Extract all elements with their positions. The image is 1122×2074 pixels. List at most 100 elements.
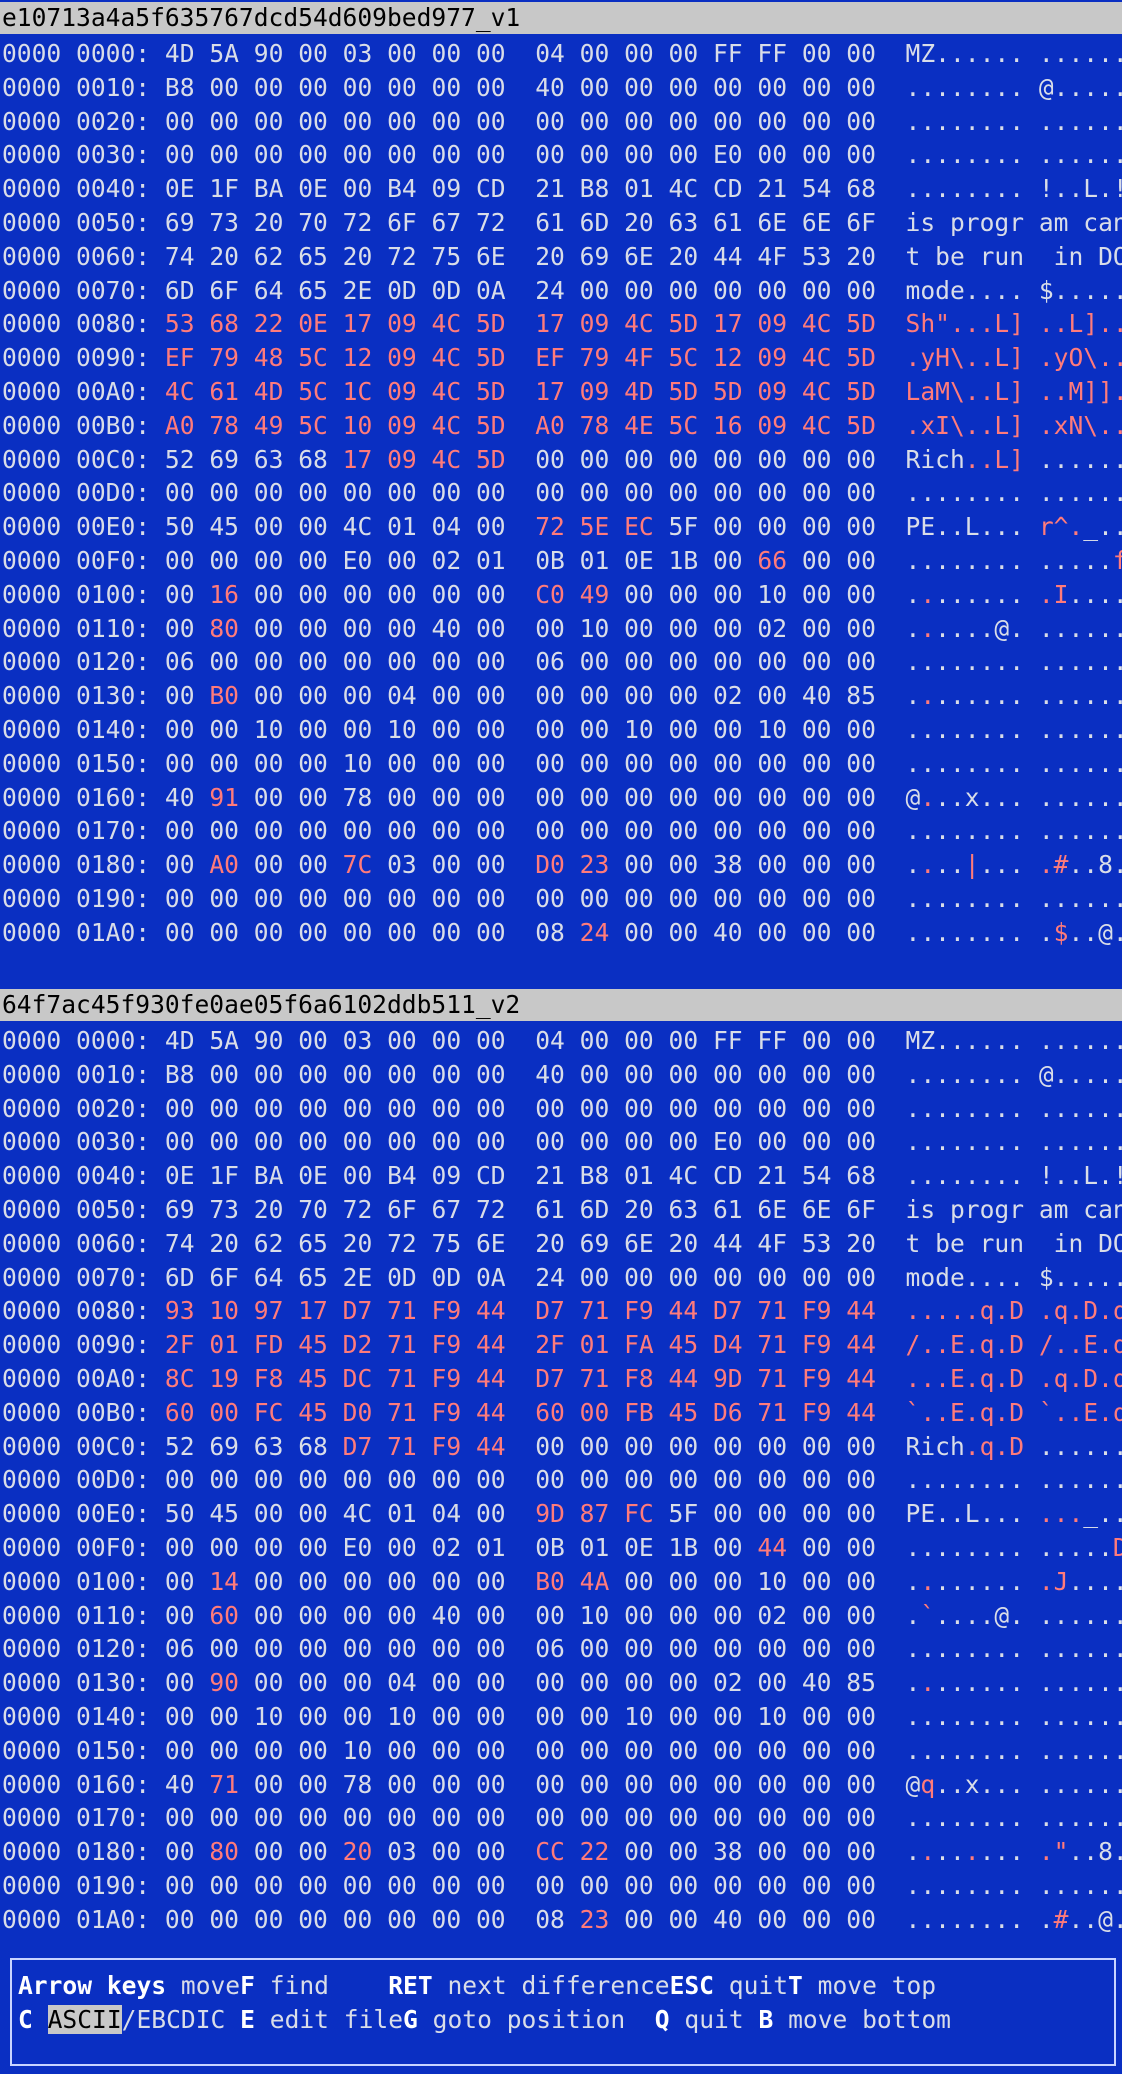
hex-byte: 0E: [298, 1161, 328, 1191]
hex-row[interactable]: 0000 0150: 00 00 00 00 10 00 00 00 00 00…: [2, 747, 1122, 781]
hex-row[interactable]: 0000 00E0: 50 45 00 00 4C 01 04 00 9D 87…: [2, 1497, 1122, 1531]
hex-byte: 00: [253, 546, 284, 575]
hex-byte: 24: [535, 275, 565, 305]
hex-byte: 00: [846, 1871, 876, 1900]
hex-row[interactable]: 0000 00D0: 00 00 00 00 00 00 00 00 00 00…: [2, 1463, 1122, 1497]
hex-row[interactable]: 0000 0090: 2F 01 FD 45 D2 71 F9 44 2F 01…: [2, 1328, 1122, 1362]
hex-byte: 00: [475, 1026, 506, 1055]
hex-row[interactable]: 0000 0160: 40 71 00 00 78 00 00 00 00 00…: [2, 1768, 1122, 1802]
hex-row[interactable]: 0000 0030: 00 00 00 00 00 00 00 00 00 00…: [2, 138, 1122, 172]
hex-row[interactable]: 0000 0180: 00 A0 00 00 7C 03 00 00 D0 23…: [2, 848, 1122, 882]
hex-row[interactable]: 0000 0010: B8 00 00 00 00 00 00 00 40 00…: [2, 71, 1122, 105]
hex-byte: 00: [668, 1837, 699, 1867]
hex-row[interactable]: 0000 0110: 00 80 00 00 00 00 40 00 00 10…: [2, 612, 1122, 646]
hex-row[interactable]: 0000 01A0: 00 00 00 00 00 00 00 00 08 23…: [2, 1903, 1122, 1937]
hex-row[interactable]: 0000 0060: 74 20 62 65 20 72 75 6E 20 69…: [2, 240, 1122, 274]
ascii-char: .: [905, 850, 921, 880]
hex-byte: 23: [579, 1904, 610, 1934]
hex-row[interactable]: 0000 0050: 69 73 20 70 72 6F 67 72 61 6D…: [2, 1193, 1122, 1227]
ascii-char: n: [1112, 1195, 1122, 1224]
hex-byte: 00: [579, 1397, 610, 1427]
hex-row[interactable]: 0000 0190: 00 00 00 00 00 00 00 00 00 00…: [2, 882, 1122, 916]
hex-row[interactable]: 0000 0060: 74 20 62 65 20 72 75 6E 20 69…: [2, 1227, 1122, 1261]
hex-row[interactable]: 0000 0080: 53 68 22 0E 17 09 4C 5D 17 09…: [2, 307, 1122, 341]
hex-byte: 00: [801, 917, 832, 947]
hex-byte: 01: [624, 174, 654, 204]
help-desc: edit file: [269, 2005, 404, 2034]
ascii-char: L: [1068, 309, 1084, 339]
hex-byte: 00: [298, 681, 328, 711]
hex-row[interactable]: 0000 0000: 4D 5A 90 00 03 00 00 00 04 00…: [2, 1024, 1122, 1058]
hex-byte: 00: [801, 1093, 832, 1123]
hex-row[interactable]: 0000 0000: 4D 5A 90 00 03 00 00 00 04 00…: [2, 37, 1122, 71]
hex-row[interactable]: 0000 0160: 40 91 00 00 78 00 00 00 00 00…: [2, 781, 1122, 815]
hex-byte: 00: [846, 850, 876, 880]
hex-byte: 20: [624, 208, 654, 237]
hex-row[interactable]: 0000 00B0: A0 78 49 5C 10 09 4C 5D A0 78…: [2, 409, 1122, 443]
hex-row[interactable]: 0000 0100: 00 14 00 00 00 00 00 00 B0 4A…: [2, 1565, 1122, 1599]
ascii-char: .: [1009, 1634, 1025, 1664]
hex-row[interactable]: 0000 00A0: 4C 61 4D 5C 1C 09 4C 5D 17 09…: [2, 375, 1122, 409]
ascii-char: .: [949, 1904, 965, 1934]
hex-row[interactable]: 0000 0120: 06 00 00 00 00 00 00 00 06 00…: [2, 1632, 1122, 1666]
hex-row[interactable]: 0000 0180: 00 80 00 00 20 03 00 00 CC 22…: [2, 1835, 1122, 1869]
hex-row[interactable]: 0000 0080: 93 10 97 17 D7 71 F9 44 D7 71…: [2, 1294, 1122, 1328]
hex-byte: 75: [431, 1228, 462, 1258]
hex-row[interactable]: 0000 00F0: 00 00 00 00 E0 00 02 01 0B 01…: [2, 544, 1122, 578]
hex-byte: 00: [475, 1093, 506, 1123]
ascii-char: .: [979, 613, 995, 643]
hex-row[interactable]: 0000 0170: 00 00 00 00 00 00 00 00 00 00…: [2, 1801, 1122, 1835]
hex-row[interactable]: 0000 0070: 6D 6F 64 65 2E 0D 0D 0A 24 00…: [2, 1261, 1122, 1295]
hex-row[interactable]: 0000 0020: 00 00 00 00 00 00 00 00 00 00…: [2, 105, 1122, 139]
hex-byte: 00: [535, 1093, 565, 1123]
hex-row[interactable]: 0000 0030: 00 00 00 00 00 00 00 00 00 00…: [2, 1125, 1122, 1159]
hex-row[interactable]: 0000 0050: 69 73 20 70 72 6F 67 72 61 6D…: [2, 206, 1122, 240]
hex-row[interactable]: 0000 00A0: 8C 19 F8 45 DC 71 F9 44 D7 71…: [2, 1362, 1122, 1396]
hex-byte: 62: [253, 241, 284, 271]
hex-row[interactable]: 0000 0120: 06 00 00 00 00 00 00 00 06 00…: [2, 645, 1122, 679]
hex-byte: 00: [757, 1465, 788, 1495]
hex-row[interactable]: 0000 0070: 6D 6F 64 65 2E 0D 0D 0A 24 00…: [2, 274, 1122, 308]
hex-row[interactable]: 0000 00B0: 60 00 FC 45 D0 71 F9 44 60 00…: [2, 1396, 1122, 1430]
hex-row[interactable]: 0000 0190: 00 00 00 00 00 00 00 00 00 00…: [2, 1869, 1122, 1903]
ascii-char: Z: [920, 39, 936, 68]
row-offset: 0000 0130:: [2, 1668, 151, 1698]
hex-row[interactable]: 0000 0140: 00 00 10 00 00 10 00 00 00 00…: [2, 1700, 1122, 1734]
ascii-char: .: [935, 1533, 950, 1562]
ascii-char: f: [1112, 546, 1122, 575]
hex-byte: 4C: [801, 377, 832, 406]
ascii-char: 8: [1098, 1837, 1113, 1867]
hex-byte: 00: [387, 917, 417, 947]
hex-row[interactable]: 0000 00C0: 52 69 63 68 D7 71 F9 44 00 00…: [2, 1430, 1122, 1464]
hex-row[interactable]: 0000 00C0: 52 69 63 68 17 09 4C 5D 00 00…: [2, 443, 1122, 477]
hex-byte: 12: [712, 343, 743, 373]
hex-byte: 49: [253, 410, 284, 440]
hex-byte: 00: [757, 1127, 788, 1157]
hex-row[interactable]: 0000 00E0: 50 45 00 00 4C 01 04 00 72 5E…: [2, 510, 1122, 544]
hex-byte: 00: [253, 1904, 284, 1934]
hex-row[interactable]: 0000 0040: 0E 1F BA 0E 00 B4 09 CD 21 B8…: [2, 1159, 1122, 1193]
hex-row[interactable]: 0000 0140: 00 00 10 00 00 10 00 00 00 00…: [2, 713, 1122, 747]
ascii-char: .: [949, 1296, 965, 1326]
hex-byte: 00: [535, 884, 565, 913]
hex-byte: 40: [535, 72, 565, 102]
hex-row[interactable]: 0000 0130: 00 90 00 00 00 04 00 00 00 00…: [2, 1666, 1122, 1700]
hex-byte: 00: [712, 1262, 743, 1292]
ascii-char: .: [994, 1127, 1010, 1157]
hex-row[interactable]: 0000 0090: EF 79 48 5C 12 09 4C 5D EF 79…: [2, 341, 1122, 375]
hex-byte: 00: [475, 579, 506, 609]
hex-row[interactable]: 0000 0130: 00 B0 00 00 00 04 00 00 00 00…: [2, 679, 1122, 713]
hex-row[interactable]: 0000 0010: B8 00 00 00 00 00 00 00 40 00…: [2, 1058, 1122, 1092]
ascii-char: x: [964, 782, 980, 812]
hex-row[interactable]: 0000 0110: 00 60 00 00 00 00 40 00 00 10…: [2, 1599, 1122, 1633]
hex-row[interactable]: 0000 00D0: 00 00 00 00 00 00 00 00 00 00…: [2, 476, 1122, 510]
hex-row[interactable]: 0000 0020: 00 00 00 00 00 00 00 00 00 00…: [2, 1092, 1122, 1126]
hex-row[interactable]: 0000 0040: 0E 1F BA 0E 00 B4 09 CD 21 B8…: [2, 172, 1122, 206]
hex-byte: 00: [579, 1262, 610, 1292]
row-offset: 0000 0090:: [2, 343, 151, 373]
hex-row[interactable]: 0000 00F0: 00 00 00 00 E0 00 02 01 0B 01…: [2, 1531, 1122, 1565]
hex-row[interactable]: 0000 0150: 00 00 00 00 10 00 00 00 00 00…: [2, 1734, 1122, 1768]
hex-row[interactable]: 0000 0100: 00 16 00 00 00 00 00 00 C0 49…: [2, 578, 1122, 612]
hex-row[interactable]: 0000 01A0: 00 00 00 00 00 00 00 00 08 24…: [2, 916, 1122, 950]
hex-row[interactable]: 0000 0170: 00 00 00 00 00 00 00 00 00 00…: [2, 814, 1122, 848]
